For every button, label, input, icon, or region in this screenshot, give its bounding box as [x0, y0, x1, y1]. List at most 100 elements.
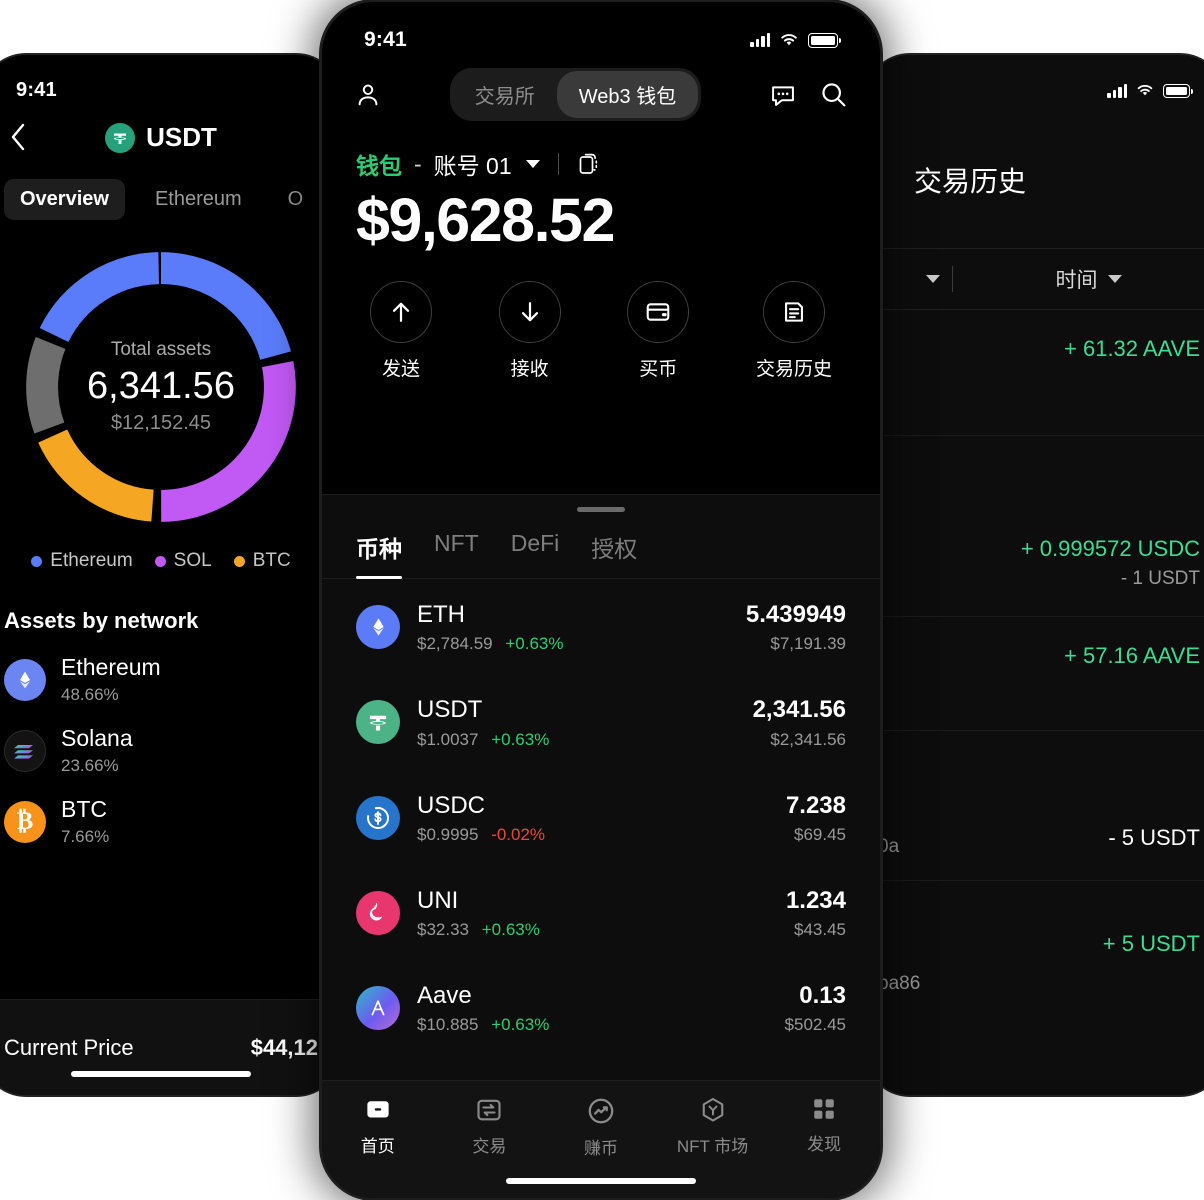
wallet-label: 钱包: [356, 153, 402, 179]
token-amount: 0.13: [799, 982, 846, 1010]
token-row[interactable]: ETH $2,784.59 +0.63% 5.439949 $7,191.39: [356, 579, 846, 674]
token-change: +0.63%: [491, 1015, 550, 1035]
legend-label: SOL: [173, 550, 212, 571]
segment-web3-wallet[interactable]: Web3 钱包: [556, 71, 699, 118]
chevron-down-icon: [926, 275, 940, 283]
filter-divider: [952, 266, 953, 292]
token-amount: 7.238: [785, 791, 846, 819]
tabbar-item-discover[interactable]: 发现: [768, 1095, 880, 1155]
home-indicator: [506, 1178, 696, 1184]
network-percent: 48.66%: [61, 685, 119, 704]
network-name: BTC: [61, 796, 107, 822]
filter-time[interactable]: 时间: [953, 264, 1204, 294]
transaction-row[interactable]: + 61.32 AAVE: [866, 310, 1204, 436]
token-holdings: 5.439949 $7,191.39: [746, 600, 846, 654]
legend-dot-icon: [31, 555, 43, 567]
legend-label: BTC: [252, 550, 291, 571]
transaction-row[interactable]: - 5 USDT 0a: [866, 731, 1204, 881]
transaction-sub-amount: - 1 USDT: [1120, 568, 1200, 589]
filter-left[interactable]: [866, 275, 952, 283]
token-change: +0.63%: [505, 634, 564, 654]
chevron-down-icon[interactable]: [525, 160, 540, 168]
person-icon[interactable]: [354, 81, 382, 109]
token-info: USDC $0.9995 -0.02%: [417, 791, 769, 845]
right-phone-mockup: 交易历史 时间 + 61.32 AAVE ) + 0.999572 USDC -…: [866, 55, 1204, 1095]
segment-exchange[interactable]: 交易所: [474, 86, 535, 108]
tab-ethereum[interactable]: Ethereum: [154, 188, 242, 210]
wallet-screen: 9:41: [322, 2, 880, 1198]
tab-defi[interactable]: DeFi: [510, 530, 560, 556]
exchange-icon: [477, 1099, 501, 1121]
search-icon[interactable]: [819, 80, 848, 109]
donut-label: Total assets: [110, 339, 212, 360]
copy-icon[interactable]: [577, 151, 601, 177]
network-row-btc[interactable]: ₿ BTC 7.66%: [0, 776, 340, 847]
token-price-row: $10.885 +0.63%: [417, 1015, 768, 1035]
token-holdings: 7.238 $69.45: [786, 791, 846, 845]
action-buy[interactable]: 买币: [627, 281, 690, 381]
transaction-row[interactable]: + 5 USDT ba86: [866, 881, 1204, 1001]
legend-dot-icon: [233, 555, 245, 567]
chevron-left-icon[interactable]: [8, 122, 28, 157]
usdt-icon: [105, 122, 136, 153]
wifi-icon: [781, 34, 797, 46]
token-info: USDT $1.0037 +0.63%: [417, 695, 736, 749]
mode-segmented-control: 交易所 Web3 钱包: [449, 68, 702, 121]
token-price: $1.0037: [417, 729, 479, 749]
token-amount: 5.439949: [745, 601, 846, 628]
legend-label: Ethereum: [50, 550, 133, 571]
network-percent: 7.66%: [61, 827, 110, 846]
token-holdings: 0.13 $502.45: [785, 981, 846, 1035]
legend-dot-icon: [154, 555, 166, 567]
tabbar-item-home[interactable]: 首页: [322, 1095, 434, 1157]
battery-icon: [1163, 83, 1193, 98]
network-row-solana[interactable]: Solana 23.66%: [0, 705, 340, 776]
network-text: BTC 7.66%: [61, 796, 109, 847]
transaction-filter-bar: 时间: [866, 248, 1204, 310]
transaction-amount: + 5 USDT: [1102, 931, 1200, 956]
token-row[interactable]: USDC $0.9995 -0.02% 7.238 $69.45: [356, 770, 846, 865]
tabbar-item-earn[interactable]: 赚币: [545, 1095, 657, 1159]
token-price-row: $32.33 +0.63%: [417, 920, 769, 940]
token-value: $43.45: [794, 920, 846, 940]
tabbar-item-nft-market[interactable]: NFT 市场: [657, 1095, 769, 1157]
network-name: Ethereum: [61, 654, 161, 680]
center-status-bar: 9:41: [322, 2, 880, 52]
network-row-ethereum[interactable]: Ethereum 48.66%: [0, 634, 340, 705]
header-actions: [769, 80, 848, 109]
tab-nft[interactable]: NFT: [434, 530, 479, 556]
transaction-row[interactable]: ) + 0.999572 USDC - 1 USDT: [866, 436, 1204, 617]
tab-coins[interactable]: 币种: [356, 530, 402, 579]
account-selector[interactable]: 钱包 - 账号 01: [322, 121, 880, 181]
cellular-icon: [1107, 83, 1127, 98]
action-send[interactable]: 发送: [370, 281, 432, 381]
action-receive[interactable]: 接收: [498, 281, 561, 381]
page-title: USDT: [0, 122, 340, 153]
network-name: Solana: [61, 725, 133, 751]
status-icons: [1107, 83, 1193, 98]
action-history[interactable]: 交易历史: [756, 281, 832, 381]
assets-by-network-title: Assets by network: [4, 608, 199, 633]
tabbar-item-trade[interactable]: 交易: [434, 1095, 546, 1157]
legend-item-btc: BTC: [233, 550, 291, 572]
current-price-bar: Current Price $44,12: [0, 999, 340, 1095]
arrow-down-icon: [498, 281, 561, 343]
donut-subvalue: $12,152.45: [110, 412, 212, 434]
token-row[interactable]: USDT $1.0037 +0.63% 2,341.56 $2,341.56: [356, 674, 846, 769]
token-row[interactable]: UNI $32.33 +0.63% 1.234 $43.45: [356, 865, 846, 960]
left-nav-bar: USDT: [0, 102, 340, 157]
transaction-address: ba86: [878, 973, 921, 994]
network-text: Ethereum 48.66%: [61, 654, 161, 705]
filter-time-label: 时间: [1055, 269, 1098, 292]
tab-other[interactable]: O: [287, 188, 304, 210]
tab-approvals[interactable]: 授权: [591, 536, 638, 562]
token-price-row: $2,784.59 +0.63%: [417, 634, 729, 654]
network-text: Solana 23.66%: [61, 725, 133, 776]
transaction-row[interactable]: + 57.16 AAVE: [866, 617, 1204, 731]
chat-bubble-icon[interactable]: [769, 81, 797, 109]
sheet-grabber[interactable]: [577, 507, 625, 512]
tab-overview[interactable]: Overview: [4, 179, 125, 220]
token-symbol: USDC: [417, 791, 486, 819]
token-row[interactable]: Aave $10.885 +0.63% 0.13 $502.45: [356, 960, 846, 1055]
